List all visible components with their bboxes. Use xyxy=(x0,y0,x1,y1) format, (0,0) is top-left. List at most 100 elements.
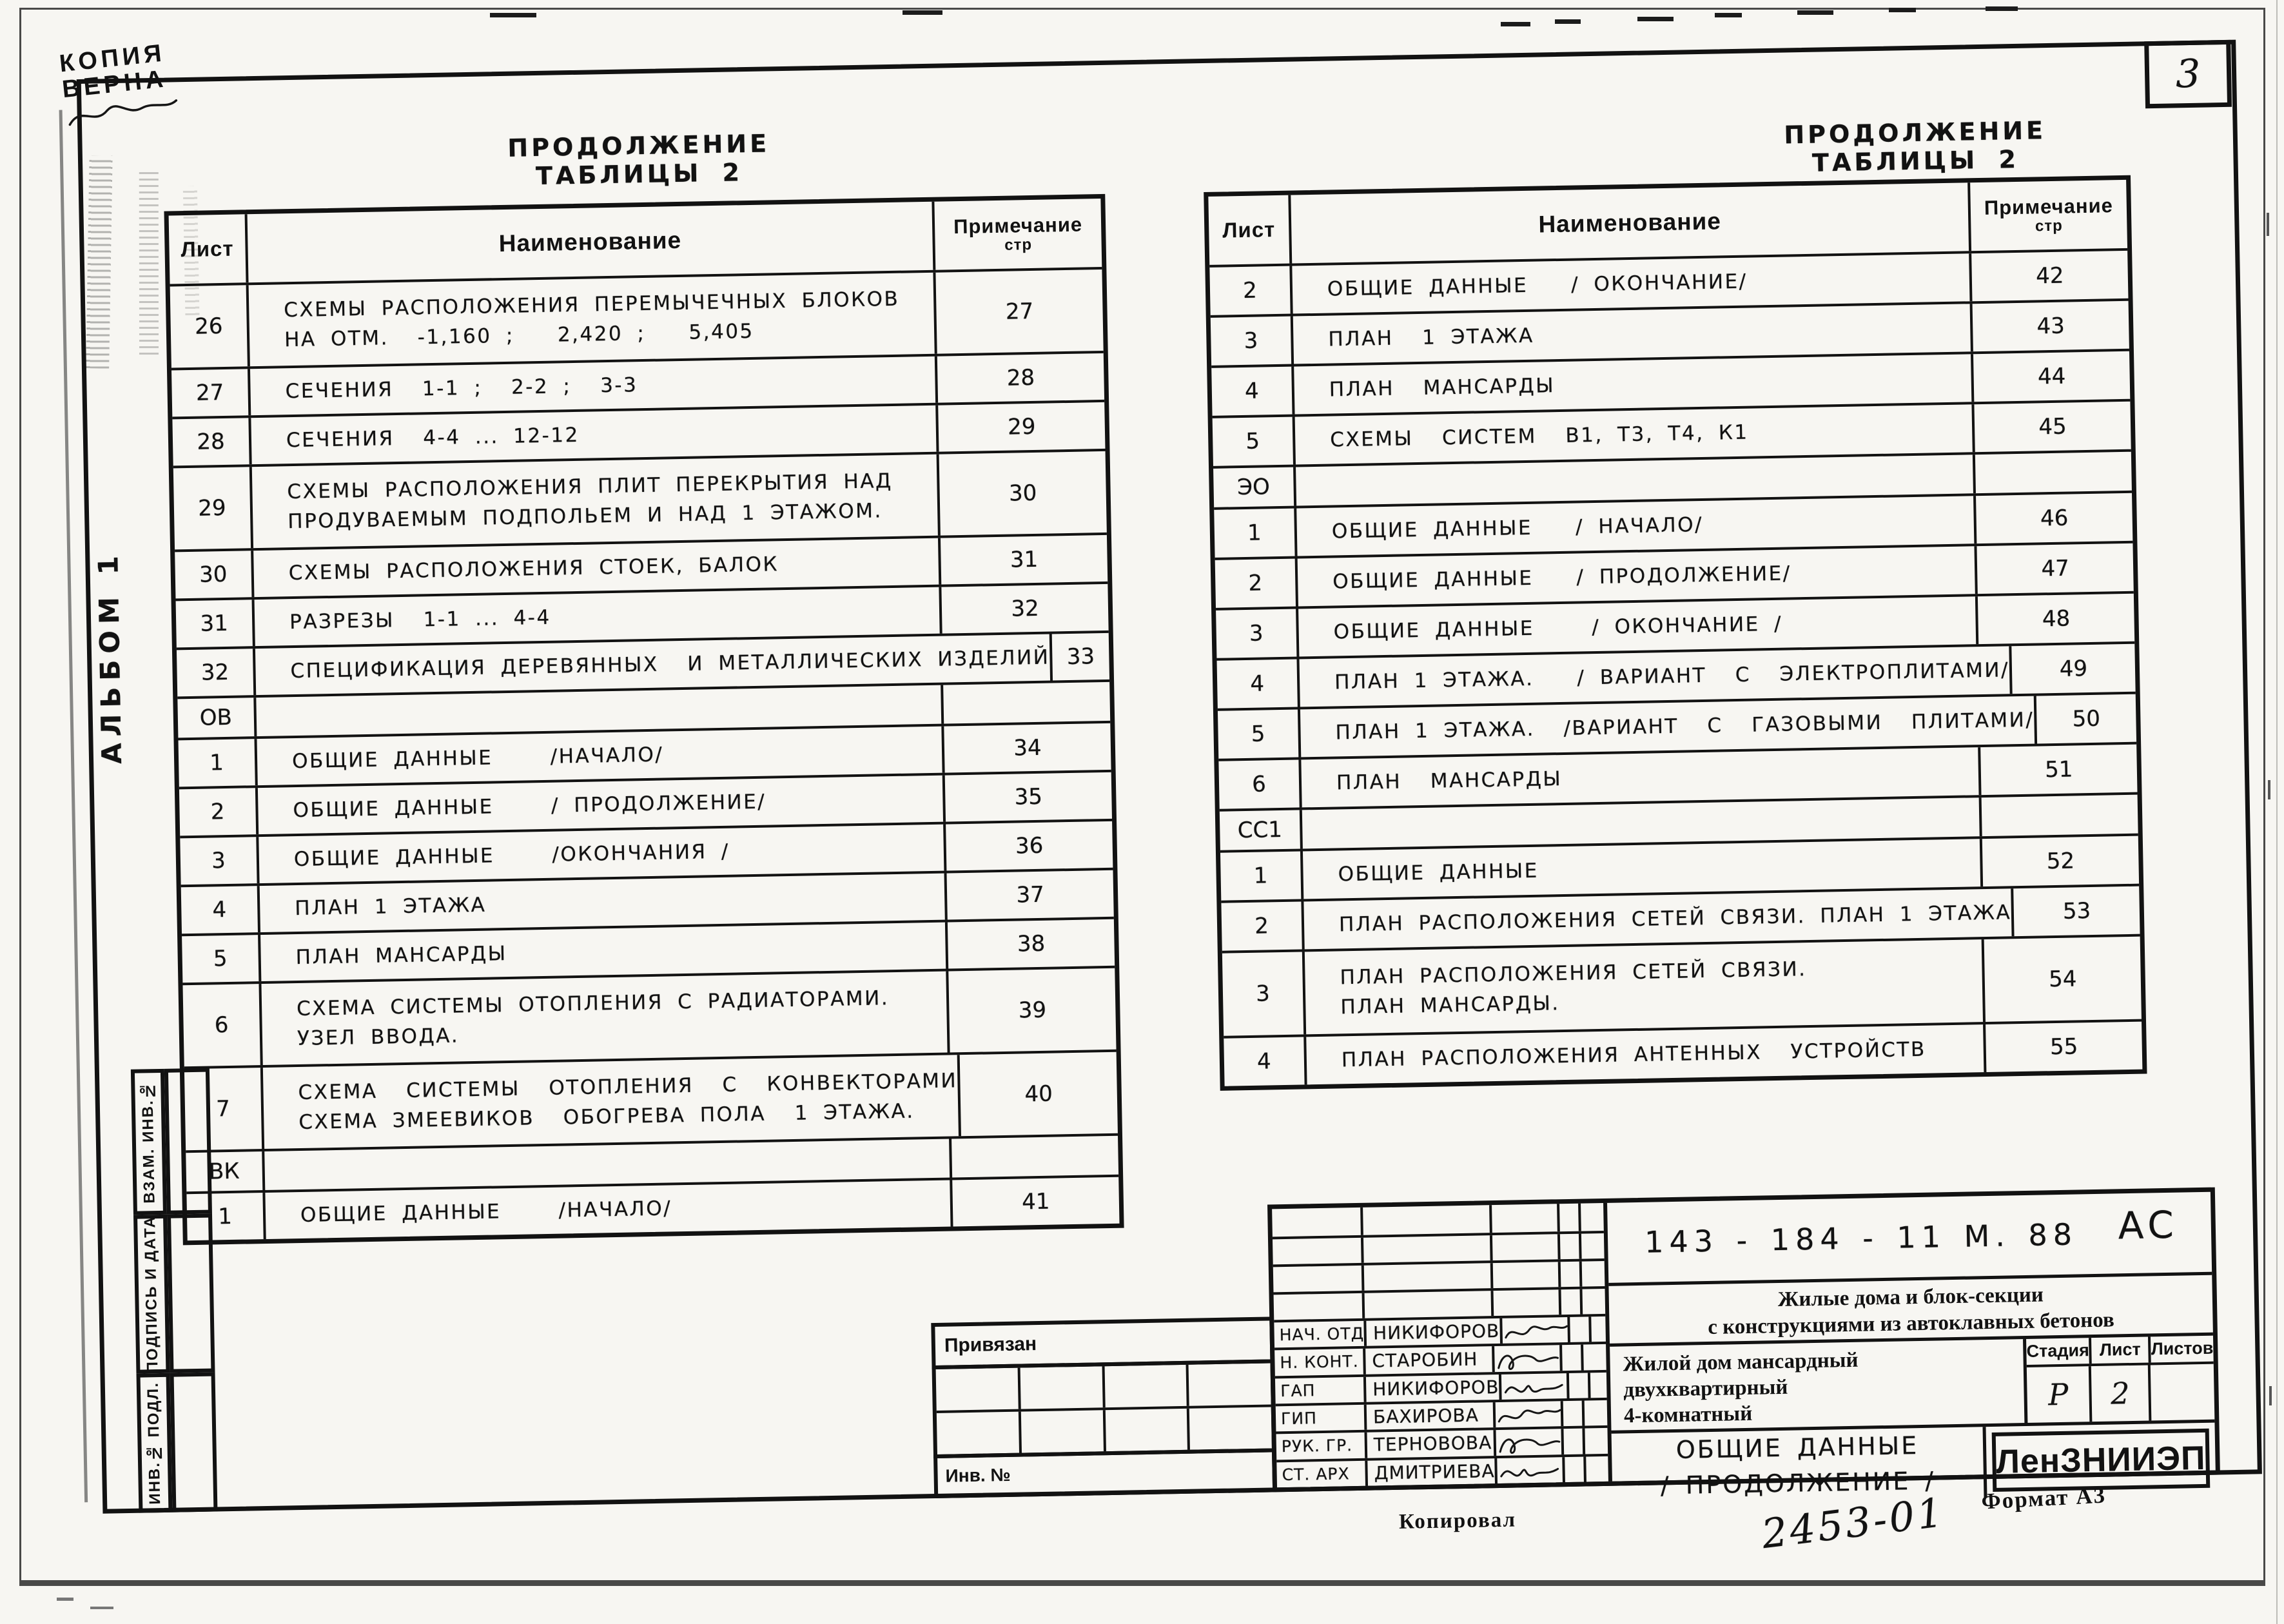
note-cell: 52 xyxy=(2046,848,2075,875)
signer-role: СТ. АРХ xyxy=(1276,1460,1369,1488)
note-cell: 49 xyxy=(2059,656,2088,682)
sheet-header: Лист xyxy=(2089,1336,2149,1364)
sheet-cell: 4 xyxy=(1224,1037,1307,1086)
right-table-title: ПРОДОЛЖЕНИЕ ТАБЛИЦЫ 2 xyxy=(1783,116,2047,177)
note-cell xyxy=(1982,795,2138,836)
name-line: ПЛАН 1 ЭТАЖА xyxy=(1328,324,1535,351)
album-label: АЛЬБОМ 1 xyxy=(89,545,130,768)
empty-cell xyxy=(1493,1289,1562,1316)
note-cell: 43 xyxy=(2036,313,2065,340)
fold-mark xyxy=(1986,6,2018,11)
fold-mark xyxy=(1889,8,1916,12)
copy-stamp: КОПИЯ ВЕРНА xyxy=(58,39,182,139)
name-line: ОБЩИЕ ДАННЫЕ xyxy=(1338,859,1539,886)
empty-cell xyxy=(1272,1237,1364,1265)
empty-cell xyxy=(1582,1289,1605,1315)
empty-cell xyxy=(1273,1293,1365,1320)
name-line: ОБЩИЕ ДАННЫЕ / ПРОДОЛЖЕНИЕ/ xyxy=(293,790,766,822)
side-strip-label: ИНВ.№ ПОДЛ. xyxy=(144,1381,164,1505)
sheet-cell: 4 xyxy=(1216,659,1300,709)
sheet-cell: 6 xyxy=(182,984,263,1067)
stamp-smudge xyxy=(86,155,113,369)
empty-cell xyxy=(1590,1373,1607,1398)
note-cell: 34 xyxy=(1013,734,1042,761)
note-cell xyxy=(943,682,1110,724)
sheet-cell: 30 xyxy=(175,551,255,599)
note-header-line1: Примечание xyxy=(953,213,1083,238)
privyazan-grid xyxy=(932,1359,1276,1459)
sheet-cell: 28 xyxy=(172,418,252,466)
empty-cell xyxy=(1272,1207,1363,1237)
note-cell: 29 xyxy=(1007,413,1036,440)
signer-role: РУК. ГР. xyxy=(1276,1433,1368,1460)
fold-mark xyxy=(1637,17,1674,21)
note-cell: 42 xyxy=(2035,262,2064,289)
doc-mark: АС xyxy=(2118,1202,2178,1248)
name-cell: ПЛАН РАСПОЛОЖЕНИЯ СЕТЕЙ СВЯЗИ. ПЛАН МАНСА… xyxy=(1304,939,1986,1035)
name-cell: ОБЩИЕ ДАННЫЕ /НАЧАЛО/ xyxy=(265,1180,953,1239)
sheet-cell: 3 xyxy=(180,837,260,885)
note-cell: 54 xyxy=(2048,966,2077,993)
empty-cell xyxy=(1492,1234,1561,1261)
doc-code: 143 - 184 - 11 М. 88 xyxy=(1644,1217,2078,1260)
empty-cell xyxy=(1591,1316,1606,1342)
sheet-title-line1: ОБЩИЕ ДАННЫЕ xyxy=(1675,1431,1919,1464)
fold-mark xyxy=(1797,10,1833,15)
stage-value: Р xyxy=(2047,1376,2069,1412)
sheets-value xyxy=(2148,1364,2215,1421)
signer-name: НИКИФОРОВ xyxy=(1365,1374,1502,1402)
empty-cell xyxy=(1581,1233,1605,1259)
note-cell: 27 xyxy=(1005,298,1034,325)
sheet-cell: 4 xyxy=(181,886,260,934)
signer-row: РУК. ГР. ТЕРНОВОВА xyxy=(1276,1425,1608,1460)
empty-cell xyxy=(1492,1204,1560,1233)
name-cell: СХЕМЫ РАСПОЛОЖЕНИЯ ПЛИТ ПЕРЕКРЫТИЯ НАД ПР… xyxy=(251,454,941,549)
empty-cell xyxy=(1560,1261,1583,1287)
empty-cell xyxy=(1562,1344,1584,1371)
name-line: СХЕМЫ РАСПОЛОЖЕНИЯ СТОЕК, БАЛОК xyxy=(288,552,779,585)
privyazan-label: Привязан xyxy=(944,1333,1037,1356)
name-line: ПЛАН 1 ЭТАЖА xyxy=(294,893,487,920)
name-line: ОБЩИЕ ДАННЫЕ /НАЧАЛО/ xyxy=(291,743,664,773)
signature-squiggle xyxy=(1505,1384,1563,1393)
fold-mark xyxy=(903,10,942,15)
side-strip-label-cell: ПОДПИСЬ И ДАТА xyxy=(133,1214,170,1374)
note-cell: 35 xyxy=(1014,783,1043,810)
sheet-cell: 2 xyxy=(1215,558,1299,608)
sheet-cell: 2 xyxy=(179,788,259,836)
sheet-cell: 29 xyxy=(173,467,254,550)
sheet-cell: 1 xyxy=(1220,851,1304,901)
empty-cell xyxy=(1585,1428,1608,1454)
privyazan-grid-row xyxy=(935,1363,1271,1411)
note-cell: 31 xyxy=(1010,546,1039,573)
note-cell: 51 xyxy=(2044,756,2073,783)
signer-name: НИКИФОРОВ xyxy=(1366,1318,1503,1347)
name-line: ОБЩИЕ ДАННЫЕ /ОКОНЧАНИЯ / xyxy=(293,839,730,871)
note-cell: 48 xyxy=(2042,605,2071,632)
note-column-header: Примечание стр xyxy=(1970,180,2127,251)
series-title: Жилые дома и блок-секции с конструкциями… xyxy=(1608,1275,2213,1347)
side-strip-empty-cell xyxy=(170,1372,218,1512)
title-block-right: 143 - 184 - 11 М. 88 АС Жилые дома и бло… xyxy=(1607,1191,2216,1500)
signature-cell xyxy=(1501,1316,1570,1344)
note-cell: 46 xyxy=(2040,505,2069,532)
name-line: СПЕЦИФИКАЦИЯ ДЕРЕВЯННЫХ И МЕТАЛЛИЧЕСКИХ … xyxy=(290,645,1050,683)
name-line: ОБЩИЕ ДАННЫЕ / НАЧАЛО/ xyxy=(1331,513,1704,543)
page-number-box: 3 xyxy=(2144,39,2232,109)
fold-mark xyxy=(490,13,536,17)
note-header-line2: стр xyxy=(1004,235,1033,254)
name-column-header: Наименование xyxy=(1291,182,1972,264)
note-cell: 38 xyxy=(1017,930,1046,957)
margin-mark xyxy=(57,1598,73,1601)
stage-header: Стадия xyxy=(2026,1340,2090,1361)
name-line: ПЛАН 1 ЭТАЖА. / ВАРИАНТ С ЭЛЕКТРОПЛИТАМИ… xyxy=(1334,658,2010,694)
signature-squiggle xyxy=(1504,1325,1568,1339)
name-cell: СХЕМА СИСТЕМЫ ОТОПЛЕНИЯ С РАДИАТОРАМИ. УЗ… xyxy=(261,971,950,1066)
note-cell: 47 xyxy=(2041,555,2070,582)
stamp-smudge xyxy=(139,168,159,355)
edge-tick xyxy=(2269,1386,2272,1405)
name-line: ПЛАН МАНСАРДЫ xyxy=(1329,373,1556,402)
sheet-cell: ВК xyxy=(186,1151,266,1192)
signature-squiggle xyxy=(1498,1355,1559,1371)
